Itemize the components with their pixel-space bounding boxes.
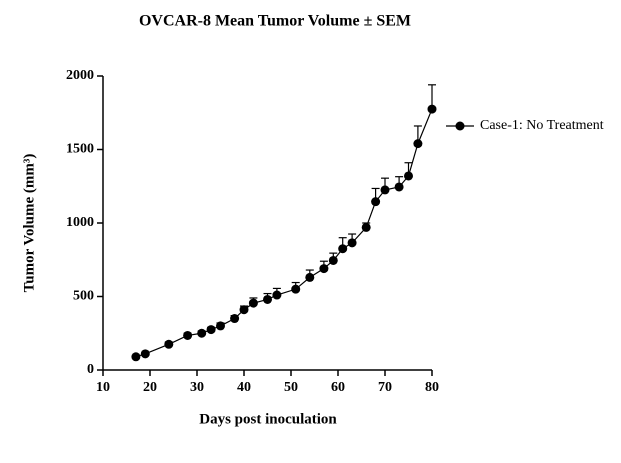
data-point — [319, 264, 329, 274]
data-point — [305, 272, 315, 282]
data-point — [361, 222, 371, 232]
y-tick-label: 1000 — [66, 215, 94, 230]
x-tick-label: 70 — [378, 380, 392, 395]
x-tick-label: 30 — [190, 380, 204, 395]
y-tick-label: 1500 — [66, 142, 94, 157]
data-point — [380, 185, 390, 195]
data-point — [394, 182, 404, 192]
series-line — [135, 108, 433, 358]
legend-label: Case-1: No Treatment — [480, 118, 604, 133]
data-point — [413, 139, 423, 149]
data-point — [183, 330, 193, 340]
chart-title: OVCAR-8 Mean Tumor Volume ± SEM — [139, 13, 411, 30]
y-tick-label: 500 — [73, 289, 94, 304]
data-point — [371, 197, 381, 207]
data-point — [404, 171, 413, 181]
data-point — [347, 238, 357, 248]
data-point — [216, 321, 225, 331]
x-tick-label: 20 — [143, 380, 157, 395]
data-point — [206, 325, 216, 335]
data-point — [197, 328, 207, 338]
x-tick-label: 10 — [96, 380, 110, 395]
x-tick-label: 60 — [331, 380, 345, 395]
data-point — [263, 294, 272, 304]
y-axis-label: Tumor Volume (mm³) — [21, 154, 37, 293]
data-point — [131, 352, 141, 362]
data-point — [239, 305, 249, 315]
data-point — [248, 298, 258, 308]
legend-marker — [455, 121, 465, 131]
data-point — [140, 349, 150, 359]
x-tick-label: 40 — [237, 380, 251, 395]
data-point — [291, 284, 301, 294]
x-tick-label: 50 — [284, 380, 298, 395]
data-point — [427, 104, 437, 114]
x-axis-label: Days post inoculation — [199, 411, 337, 427]
data-point — [230, 314, 240, 324]
y-tick-label: 2000 — [66, 68, 94, 83]
data-point — [328, 255, 338, 265]
data-point — [338, 244, 348, 254]
data-point — [272, 290, 282, 300]
x-tick-label: 80 — [425, 380, 439, 395]
y-tick-label: 0 — [87, 362, 94, 377]
data-point — [164, 339, 174, 349]
